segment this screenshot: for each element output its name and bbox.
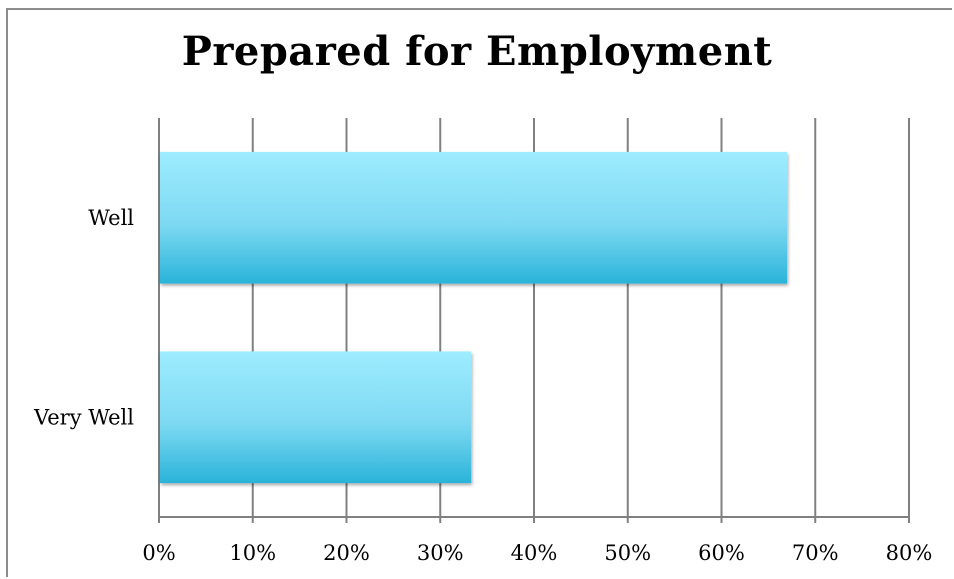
x-tick-label: 50% (604, 541, 651, 565)
x-tick-label: 80% (886, 541, 933, 565)
category-label: Well (88, 206, 134, 230)
bar (160, 351, 472, 484)
bars (160, 151, 788, 484)
x-tick-label: 0% (142, 541, 175, 565)
labels: 0% 10% 20% 30% 40% 50% 60% 70% 80% Well Very Well (33, 206, 932, 565)
x-tick-label: 70% (792, 541, 839, 565)
bar (160, 151, 788, 284)
x-tick-label: 30% (417, 541, 464, 565)
chart-title: Prepared for Employment (181, 28, 773, 75)
x-tick-label: 10% (229, 541, 276, 565)
x-tick-label: 60% (698, 541, 745, 565)
x-tick-label: 40% (511, 541, 558, 565)
x-tick-label: 20% (323, 541, 370, 565)
category-label: Very Well (33, 405, 134, 429)
